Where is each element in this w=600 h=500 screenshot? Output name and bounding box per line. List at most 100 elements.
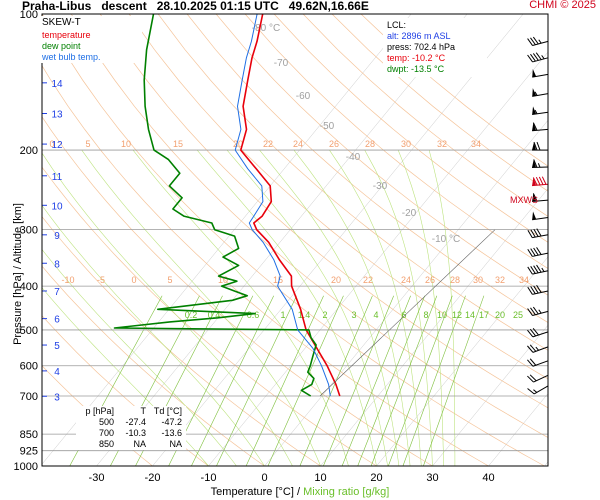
dry-adiabat-label: 30 xyxy=(401,139,411,149)
x-tick-label: 20 xyxy=(370,472,382,484)
table-row: 700 -10.3 -13.6 xyxy=(76,428,186,439)
dry-adiabat-label: 5 xyxy=(85,139,90,149)
pressure-tick-label: 200 xyxy=(20,145,38,157)
mixing-ratio-line xyxy=(370,295,438,466)
wind-barb-half-feather xyxy=(541,55,545,60)
sounding-profiles xyxy=(113,14,496,397)
pressure-tick-label: 100 xyxy=(20,9,38,21)
wind-barb-feather xyxy=(527,229,533,238)
mixing-ratio-label: 3 xyxy=(351,310,356,320)
wind-barb-shape xyxy=(527,327,549,338)
altitude-tick-label: 9 xyxy=(54,231,60,242)
wind-barb-staff xyxy=(532,128,549,132)
wind-barb-feather xyxy=(533,141,538,151)
wind-barb-feather xyxy=(529,328,537,337)
x-tick-label: 10 xyxy=(314,472,326,484)
mixing-ratio-line xyxy=(357,295,426,466)
altitude-tick-label: 4 xyxy=(54,367,60,378)
mixing-ratio-label: 0.2 xyxy=(185,310,198,320)
dry-adiabat xyxy=(128,14,548,380)
wind-barb-shape xyxy=(531,159,549,169)
wind-barb-feather xyxy=(527,266,533,275)
legend: SKEW-T temperature dew point wet bulb te… xyxy=(40,16,142,63)
x-tick-label: -10 xyxy=(201,472,217,484)
wind-barb-half-feather xyxy=(537,163,541,168)
wind-barb-feather xyxy=(530,37,536,46)
wind-barb-shape xyxy=(532,141,548,151)
altitude-tick-label: 13 xyxy=(51,109,63,120)
moist-adiabat-label: 15 xyxy=(273,275,283,285)
wind-barb xyxy=(527,52,549,63)
dry-adiabat-label: 28 xyxy=(365,139,375,149)
dry-adiabat-label: 22 xyxy=(263,139,273,149)
moist-adiabat-label: 30 xyxy=(473,275,483,285)
dry-adiabat-label: 10 xyxy=(121,139,131,149)
wind-barb-staff xyxy=(532,199,549,202)
mixing-ratio-line xyxy=(245,295,324,466)
wind-barb xyxy=(532,176,549,187)
wind-barb-shape xyxy=(532,193,549,202)
mixing-ratio-line xyxy=(323,295,394,466)
wind-barb-half-feather xyxy=(533,389,538,393)
wind-barb xyxy=(532,68,549,78)
wind-barb-feather xyxy=(527,286,533,295)
copyright: CHMI © 2025 xyxy=(529,0,596,11)
mixing-ratio-label: 1.4 xyxy=(298,310,311,320)
profile-dew-point xyxy=(113,14,317,397)
legend-item-dewpoint: dew point xyxy=(42,41,81,51)
dry-adiabat xyxy=(99,14,548,409)
moist-adiabat-label: 26 xyxy=(425,275,435,285)
mixing-ratio-label: 1 xyxy=(280,310,285,320)
pressure-tick-label: 300 xyxy=(20,225,38,237)
wind-barb-half-feather xyxy=(538,309,542,314)
mixing-ratio-line xyxy=(423,295,485,466)
moist-adiabat-label: 34 xyxy=(519,275,529,285)
dry-adiabat-label: 15 xyxy=(173,139,183,149)
table-cell: NA xyxy=(133,439,146,449)
altitude-tick-label: 6 xyxy=(54,315,60,326)
mxws-label: MXWS xyxy=(510,195,538,205)
wind-barb-feather xyxy=(533,285,539,294)
wind-barb-feather xyxy=(527,38,533,46)
wind-barb xyxy=(527,306,549,317)
wind-barb-pennant xyxy=(532,211,537,220)
altitude-tick-label: 8 xyxy=(54,259,60,270)
isotherm-line xyxy=(42,14,412,465)
wind-barb-feather xyxy=(533,228,539,237)
pressure-tick-label: 850 xyxy=(20,429,38,441)
isotherm-label: -60 xyxy=(296,91,311,102)
wind-barb-feather xyxy=(536,228,542,237)
wind-barbs xyxy=(527,36,549,395)
wind-barb-feather xyxy=(533,265,539,274)
altitude-tick-label: 14 xyxy=(51,79,63,90)
isotherm-line xyxy=(264,119,548,466)
wind-barb-shape xyxy=(527,247,549,257)
wind-barb-half-feather xyxy=(534,109,538,115)
wind-barb-feather xyxy=(541,176,547,185)
pressure-tick-label: 925 xyxy=(20,446,38,458)
wind-barb-feather xyxy=(530,266,536,274)
mixing-ratio-label: 0.4 xyxy=(208,310,221,320)
wind-barb-feather xyxy=(530,307,536,316)
lcl-temperature: temp: -10.2 °C xyxy=(387,53,446,63)
wind-barb xyxy=(532,88,549,97)
mixing-ratio-label: 12 xyxy=(452,310,462,320)
wind-barb-half-feather xyxy=(534,91,538,96)
wind-barb-half-feather xyxy=(535,346,539,351)
dry-adiabat-label: 0 xyxy=(49,139,54,149)
wind-barb-feather xyxy=(530,229,536,238)
pressure-tick-label: 500 xyxy=(20,325,38,337)
wind-barb-feather xyxy=(530,248,536,257)
moist-adiabat-label: -10 xyxy=(61,275,74,285)
wind-barb-feather xyxy=(536,264,542,273)
mixing-ratio-label: 0.6 xyxy=(247,310,260,320)
wind-barb-shape xyxy=(527,264,549,275)
wind-barb-feather xyxy=(529,358,537,366)
wind-barb-shape xyxy=(532,122,549,132)
wind-barb-feather xyxy=(529,344,537,352)
wind-barb xyxy=(531,159,549,169)
wind-barb-feather xyxy=(536,247,542,255)
level-table: p [hPa] T Td [°C] 500 -27.4 -47.2 700 -1… xyxy=(76,406,186,450)
wind-barb-feather xyxy=(527,308,533,316)
wind-barb xyxy=(532,141,548,151)
